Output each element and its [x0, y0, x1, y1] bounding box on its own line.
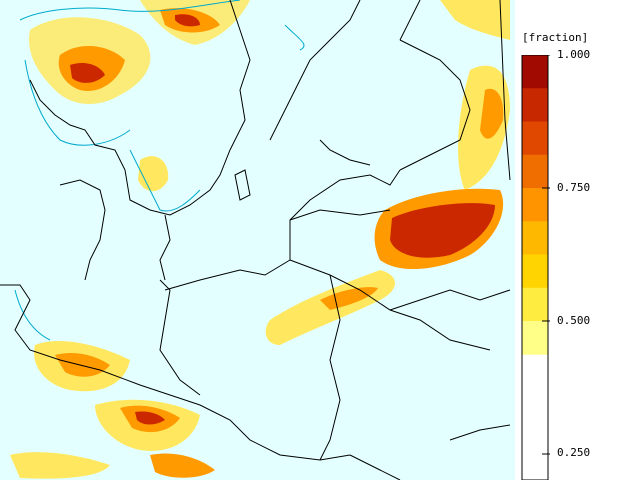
legend-band — [522, 154, 548, 189]
fraction-field-east — [440, 0, 510, 190]
fraction-field-scandinavia — [29, 0, 250, 192]
legend-band — [522, 221, 548, 255]
legend-colorbar — [521, 55, 550, 480]
legend-tick-0-5: 0.500 — [557, 314, 591, 327]
fraction-field-central — [10, 340, 215, 479]
coast-contours — [14, 0, 305, 341]
legend-tick-0-25: 0.250 — [557, 446, 591, 459]
country-borders — [0, 0, 511, 480]
legend-border — [521, 55, 549, 480]
legend-band — [522, 121, 548, 156]
legend-tick-0-75: 0.750 — [557, 181, 591, 194]
legend-band — [522, 55, 548, 89]
legend-band — [522, 321, 548, 355]
legend-band — [522, 188, 548, 222]
fraction-map — [0, 0, 515, 480]
legend-tick-1: 1.000 — [557, 48, 591, 61]
legend-unit-label: [fraction] — [522, 31, 589, 44]
legend-band — [522, 88, 548, 122]
legend-band — [522, 254, 548, 289]
legend-band — [522, 287, 548, 322]
